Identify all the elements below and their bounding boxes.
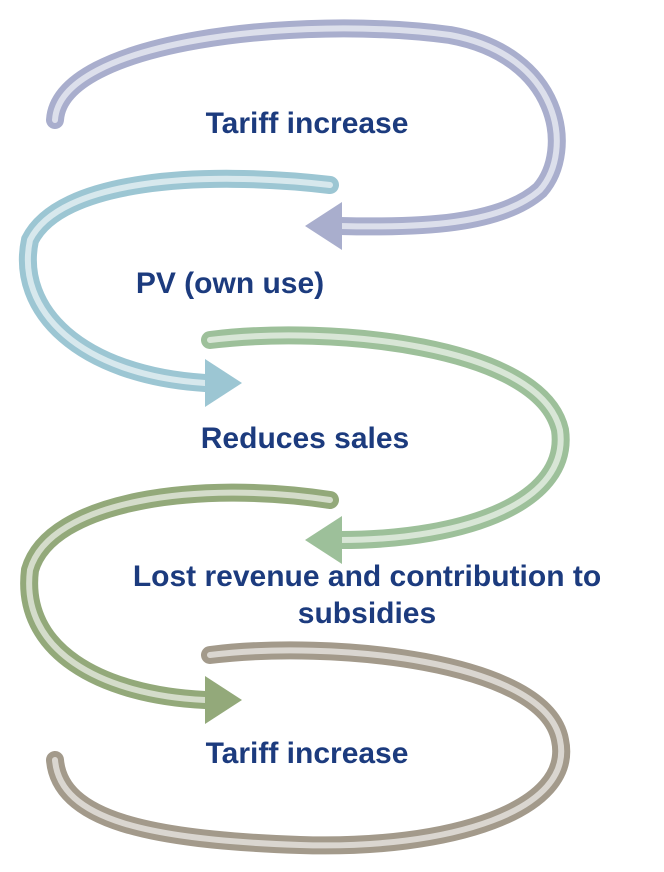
- arrow-2: [18, 169, 339, 407]
- arrow-5: [46, 641, 571, 855]
- node-label: Tariff increase: [206, 737, 409, 770]
- arrow-3: [201, 326, 570, 564]
- arrow-1: [46, 19, 566, 250]
- node-label: subsidies: [298, 597, 436, 630]
- node-label: Tariff increase: [206, 107, 409, 140]
- node-label: PV (own use): [136, 267, 324, 300]
- node-label: Reduces sales: [201, 422, 409, 455]
- arrow-4: [20, 483, 339, 724]
- node-label: Lost revenue and contribution to: [133, 560, 601, 593]
